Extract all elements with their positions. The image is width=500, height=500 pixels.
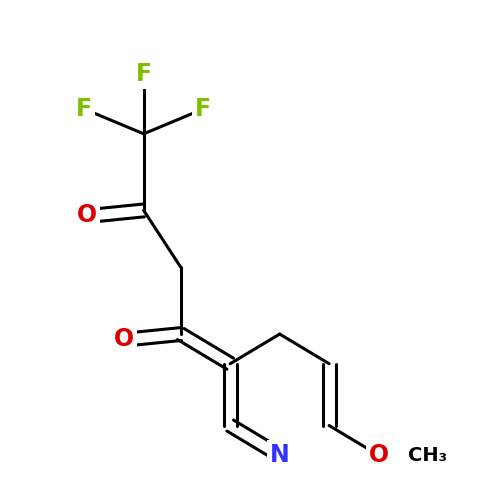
Text: F: F bbox=[76, 97, 92, 121]
Text: F: F bbox=[136, 62, 152, 86]
Text: F: F bbox=[195, 97, 211, 121]
Text: N: N bbox=[270, 443, 289, 467]
Text: O: O bbox=[114, 327, 134, 351]
Text: CH₃: CH₃ bbox=[408, 446, 447, 464]
Text: O: O bbox=[77, 204, 97, 228]
Text: O: O bbox=[368, 443, 388, 467]
